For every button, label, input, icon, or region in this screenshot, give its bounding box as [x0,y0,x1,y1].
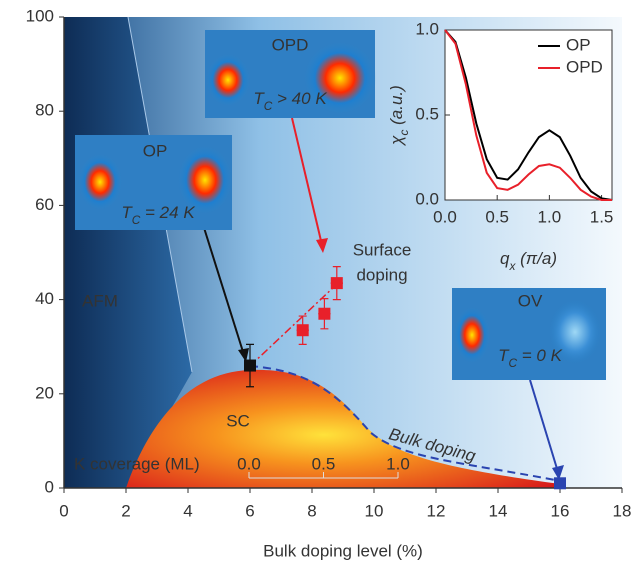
point [318,308,330,320]
label-part: = 24 K [140,203,195,222]
x-tick-label: 0.5 [485,207,509,226]
x-tick-label: 6 [245,501,254,520]
x-tick-label: 14 [489,501,508,520]
label-part: > 40 K [272,89,327,108]
figure: 0 20 40 60 80 100 0 2 4 6 8 10 12 14 16 18 Bulk doping l… [0,0,641,572]
legend-label: OP [566,35,591,54]
annotation: doping [356,265,407,284]
x-tick-label: 12 [427,501,446,520]
x-tick-label: 0.0 [433,207,457,226]
y-tick-label: 100 [26,6,54,25]
label-part: χ [387,135,406,147]
y-tick-label: 0.0 [415,189,439,208]
x-tick-label: 1.0 [538,207,562,226]
y-tick-label: 40 [35,289,54,308]
k-tick-label: 0.5 [312,454,336,473]
point [244,360,256,372]
inset-title: OP [143,141,168,160]
image-blob [78,154,122,210]
y-tick-label: 0.5 [415,104,439,123]
y-tick-label: 80 [35,101,54,120]
annotation: AFM [82,291,118,310]
annotation: Surface [353,240,412,259]
k-tick-label: 1.0 [386,454,410,473]
k-coverage-label: K coverage (ML) [74,454,200,473]
point [331,277,343,289]
x-tick-label: 10 [365,501,384,520]
y-tick-label: 1.0 [415,19,439,38]
x-tick-label: 16 [551,501,570,520]
annotation: SC [226,411,250,430]
point [554,477,566,489]
inset-title: OV [518,291,543,310]
x-tick-label: 18 [613,501,632,520]
legend-label: OPD [566,57,603,76]
y-tick-label: 60 [35,195,54,214]
x-axis-label: Bulk doping level (%) [263,541,423,560]
label-part: (π/a) [515,249,557,268]
y-tick-label: 20 [35,383,54,402]
label-part: (a.u.) [387,85,406,129]
x-tick-label: 8 [307,501,316,520]
k-tick-label: 0.0 [237,454,261,473]
x-tick-label: 2 [121,501,130,520]
y-tick-label: 0 [45,477,54,496]
inset-title: OPD [272,35,309,54]
image-blob [206,54,250,106]
label-part: = 0 K [517,346,563,365]
x-tick-label: 0 [59,501,68,520]
point [297,324,309,336]
x-tick-label: 4 [183,501,192,520]
image-blob [454,307,490,363]
x-tick-label: 1.5 [590,207,614,226]
